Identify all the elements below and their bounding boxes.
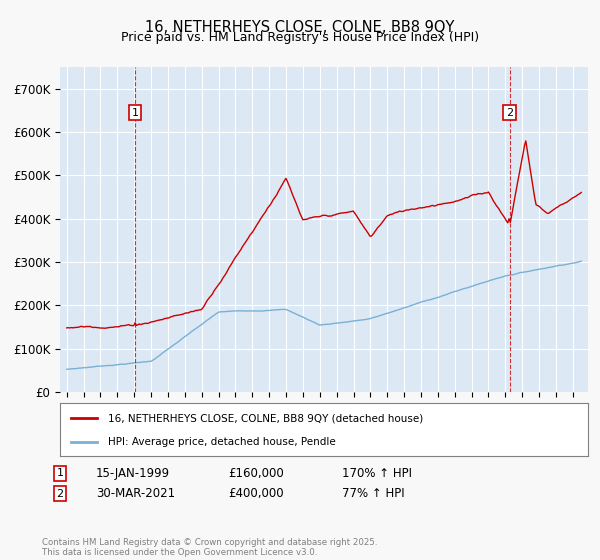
Text: 170% ↑ HPI: 170% ↑ HPI [342, 466, 412, 480]
Text: £400,000: £400,000 [228, 487, 284, 501]
Text: 2: 2 [56, 489, 64, 499]
Text: 16, NETHERHEYS CLOSE, COLNE, BB8 9QY: 16, NETHERHEYS CLOSE, COLNE, BB8 9QY [145, 20, 455, 35]
Text: HPI: Average price, detached house, Pendle: HPI: Average price, detached house, Pend… [107, 436, 335, 446]
Text: 15-JAN-1999: 15-JAN-1999 [96, 466, 170, 480]
Text: 16, NETHERHEYS CLOSE, COLNE, BB8 9QY (detached house): 16, NETHERHEYS CLOSE, COLNE, BB8 9QY (de… [107, 413, 423, 423]
Text: £160,000: £160,000 [228, 466, 284, 480]
Text: 2: 2 [506, 108, 513, 118]
Text: 1: 1 [131, 108, 139, 118]
Text: Price paid vs. HM Land Registry's House Price Index (HPI): Price paid vs. HM Land Registry's House … [121, 31, 479, 44]
Text: 30-MAR-2021: 30-MAR-2021 [96, 487, 175, 501]
Text: 77% ↑ HPI: 77% ↑ HPI [342, 487, 404, 501]
Text: 1: 1 [56, 468, 64, 478]
Text: Contains HM Land Registry data © Crown copyright and database right 2025.
This d: Contains HM Land Registry data © Crown c… [42, 538, 377, 557]
